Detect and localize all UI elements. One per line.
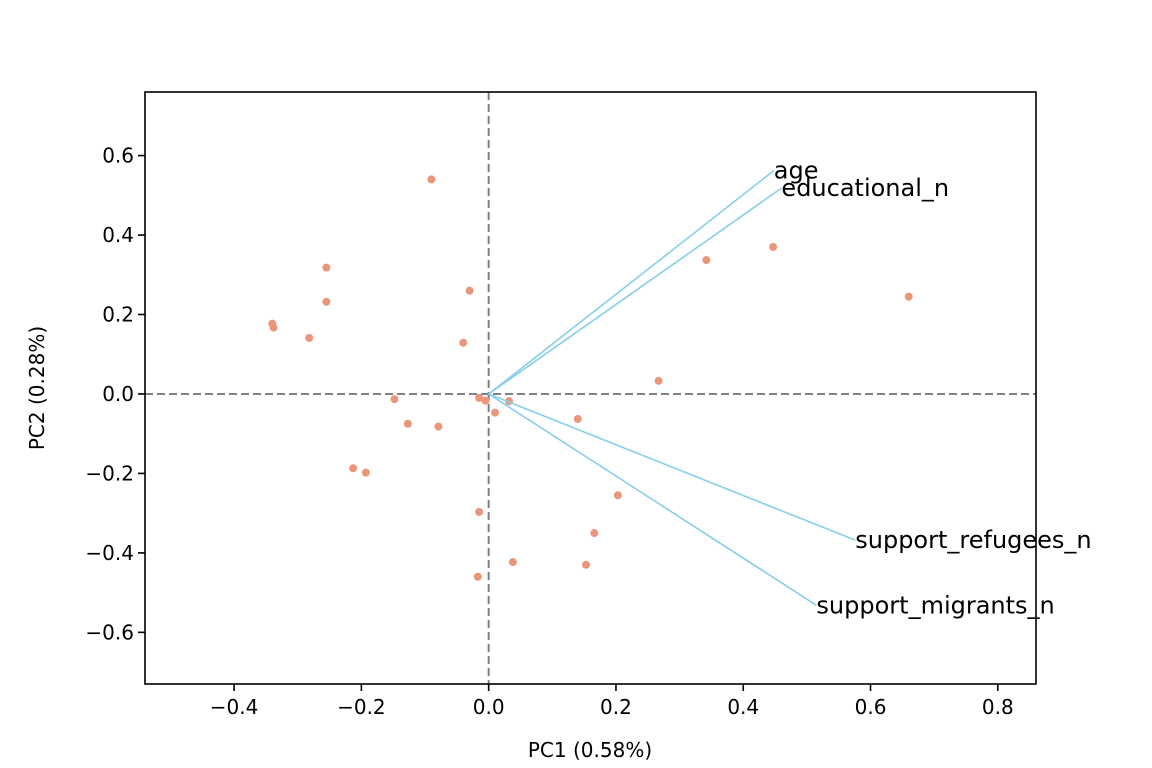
y-tick-label: 0.0 bbox=[102, 382, 134, 406]
data-point bbox=[459, 338, 468, 347]
y-tick-label: 0.4 bbox=[102, 223, 134, 247]
x-tick-label: −0.2 bbox=[337, 695, 386, 719]
data-point bbox=[573, 414, 582, 423]
data-point bbox=[349, 464, 358, 473]
x-tick-label: 0.2 bbox=[600, 695, 632, 719]
data-point bbox=[322, 297, 331, 306]
data-point bbox=[305, 333, 314, 342]
y-axis-ticks: −0.6 −0.4 −0.2 0.0 0.2 0.4 0.6 bbox=[85, 144, 145, 644]
y-tick-label: 0.2 bbox=[102, 302, 134, 326]
loading-arrow bbox=[488, 187, 782, 395]
data-point bbox=[769, 242, 778, 251]
x-tick-label: 0.6 bbox=[855, 695, 887, 719]
data-point bbox=[590, 529, 599, 538]
loading-arrow bbox=[488, 170, 775, 395]
data-point bbox=[904, 292, 913, 301]
x-axis-label: PC1 (0.58%) bbox=[528, 738, 652, 762]
x-axis-ticks: −0.4 −0.2 0.0 0.2 0.4 0.6 0.8 bbox=[210, 684, 1014, 719]
data-point bbox=[269, 323, 278, 332]
data-point bbox=[481, 396, 490, 405]
loading-label: support_migrants_n bbox=[816, 591, 1054, 619]
axes-frame bbox=[144, 91, 1037, 685]
data-point bbox=[475, 393, 484, 402]
y-tick-label: −0.6 bbox=[85, 620, 134, 644]
plot-frame bbox=[144, 91, 1037, 685]
loading-label: support_refugees_n bbox=[855, 526, 1091, 554]
data-point bbox=[491, 408, 500, 417]
data-point bbox=[654, 376, 663, 385]
x-tick-label: −0.4 bbox=[210, 695, 259, 719]
loading-arrow bbox=[488, 393, 856, 541]
data-point bbox=[465, 286, 474, 295]
data-point bbox=[361, 468, 370, 477]
data-point bbox=[434, 422, 443, 431]
data-point bbox=[475, 507, 484, 516]
data-point bbox=[702, 256, 711, 265]
x-tick-label: 0.8 bbox=[982, 695, 1014, 719]
data-point bbox=[322, 263, 331, 272]
y-tick-label: −0.2 bbox=[85, 461, 134, 485]
x-tick-label: 0.0 bbox=[473, 695, 505, 719]
score-points bbox=[268, 175, 913, 581]
data-point bbox=[403, 419, 412, 428]
data-point bbox=[508, 558, 517, 567]
y-tick-label: −0.4 bbox=[85, 541, 134, 565]
reference-lines bbox=[145, 92, 1036, 684]
x-tick-label: 0.4 bbox=[727, 695, 759, 719]
data-point bbox=[427, 175, 436, 184]
y-tick-label: 0.6 bbox=[102, 144, 134, 168]
loading-label: age bbox=[774, 157, 819, 185]
data-point bbox=[390, 395, 399, 404]
loading-arrow bbox=[488, 393, 817, 607]
loading-label: educational_n bbox=[781, 174, 949, 202]
data-point bbox=[582, 560, 591, 569]
data-point bbox=[473, 572, 482, 581]
data-point bbox=[613, 491, 622, 500]
y-axis-label: PC2 (0.28%) bbox=[25, 326, 49, 450]
